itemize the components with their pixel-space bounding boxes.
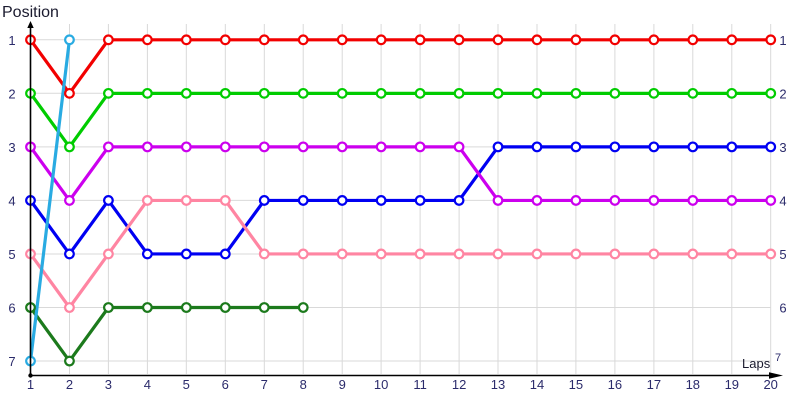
svg-text:2: 2 [66,377,73,392]
svg-text:2: 2 [779,86,786,101]
svg-text:9: 9 [339,377,346,392]
svg-text:3: 3 [105,377,112,392]
svg-text:14: 14 [530,377,544,392]
svg-text:19: 19 [725,377,739,392]
svg-text:16: 16 [608,377,622,392]
svg-text:4: 4 [144,377,151,392]
svg-text:1: 1 [779,33,786,48]
svg-text:4: 4 [8,193,15,208]
svg-text:18: 18 [686,377,700,392]
svg-text:11: 11 [413,377,427,392]
svg-text:20: 20 [763,377,777,392]
svg-text:8: 8 [300,377,307,392]
svg-text:3: 3 [779,140,786,155]
svg-text:10: 10 [374,377,388,392]
svg-text:12: 12 [452,377,466,392]
svg-text:17: 17 [647,377,661,392]
svg-text:Position: Position [2,4,59,21]
svg-text:5: 5 [8,247,15,262]
svg-text:7: 7 [261,377,268,392]
svg-text:5: 5 [779,247,786,262]
svg-text:13: 13 [491,377,505,392]
svg-text:1: 1 [8,33,15,48]
svg-text:Laps: Laps [742,356,771,371]
svg-text:4: 4 [779,193,786,208]
svg-text:2: 2 [8,86,15,101]
svg-text:6: 6 [779,301,786,316]
svg-text:6: 6 [8,301,15,316]
svg-text:6: 6 [222,377,229,392]
svg-text:15: 15 [569,377,583,392]
svg-text:5: 5 [183,377,190,392]
svg-text:7: 7 [8,354,15,369]
svg-text:1: 1 [27,377,34,392]
svg-text:3: 3 [8,140,15,155]
svg-text:7: 7 [775,352,781,364]
